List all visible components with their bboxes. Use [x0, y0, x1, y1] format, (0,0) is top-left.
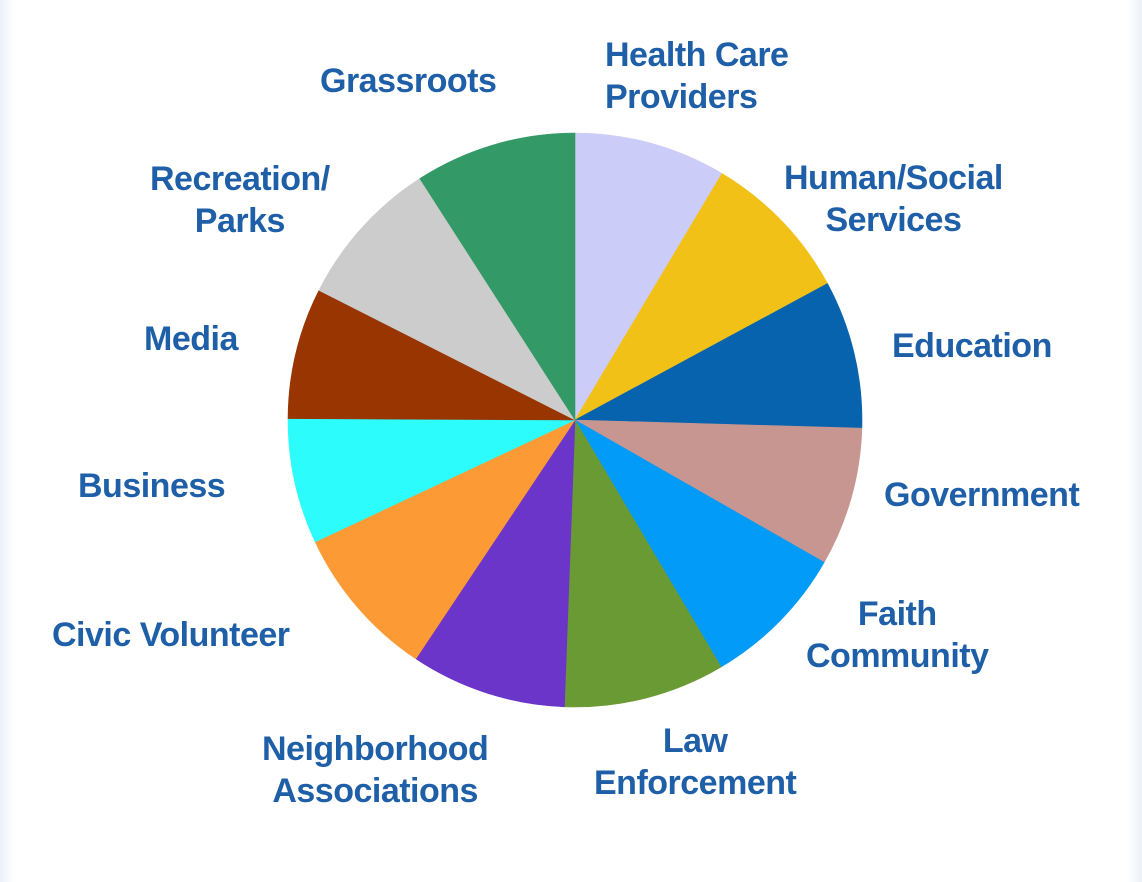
pie-slice-recreation-parks — [318, 178, 576, 421]
pie-slice-education — [573, 283, 863, 429]
label-government: Government — [884, 476, 1080, 514]
pie-slice-faith-community — [574, 419, 825, 668]
pie-slice-civic-volunteer — [314, 419, 576, 660]
label-grassroots: Grassroots — [320, 62, 497, 100]
pie-slice-media — [287, 289, 576, 421]
label-civic-volunteer: Civic Volunteer — [52, 616, 290, 654]
label-neighborhood-associations: Neighborhood Associations — [262, 730, 489, 810]
label-education: Education — [892, 327, 1052, 365]
label-faith-community: Faith Community — [806, 595, 989, 675]
pie-slice-government — [574, 419, 863, 563]
label-recreation-parks: Recreation/ Parks — [150, 160, 330, 240]
pie-slice-human-social-services — [574, 173, 828, 421]
pie-slice-grassroots — [419, 132, 576, 422]
pie-slice-health-care-providers — [574, 132, 723, 422]
label-business: Business — [78, 467, 226, 505]
label-law-enforcement: Law Enforcement — [594, 722, 797, 802]
label-media: Media — [144, 320, 238, 358]
pie-slice-business — [287, 418, 576, 543]
label-health-care-providers: Health Care Providers — [605, 36, 789, 116]
label-human-social-services: Human/Social Services — [784, 159, 1003, 239]
pie-slice-law-enforcement — [564, 418, 722, 708]
pie-slice-neighborhood-associations — [415, 418, 576, 708]
